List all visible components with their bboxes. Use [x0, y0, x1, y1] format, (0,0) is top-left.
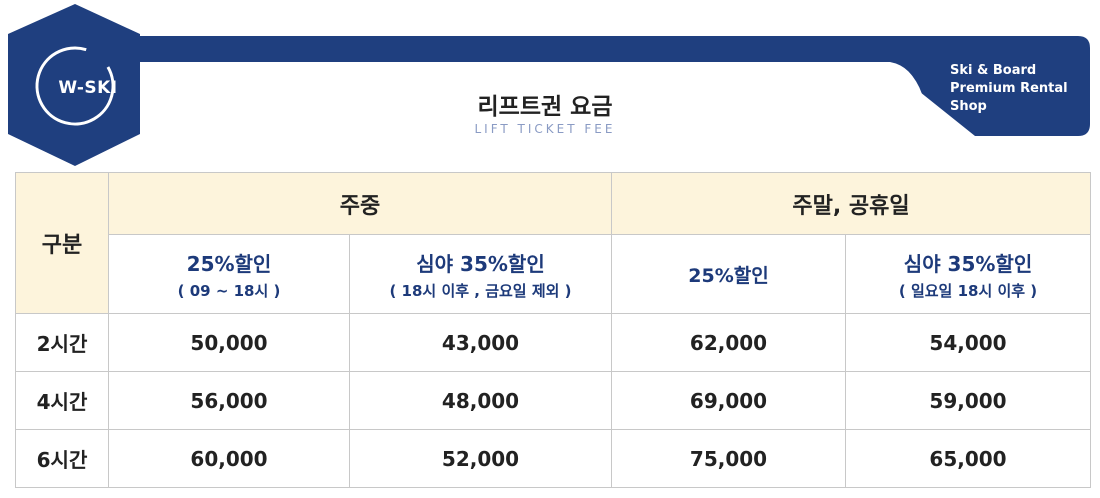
logo-ring [35, 46, 115, 126]
price-cell: 54,000 [845, 313, 1092, 372]
row-label: 6시간 [15, 429, 109, 488]
subheader-weekend-day: 25%할인 [611, 234, 847, 314]
subheader-note: ( 09 ~ 18시 ) [177, 281, 281, 300]
header-inner-panel [120, 62, 975, 137]
page-subtitle: LIFT TICKET FEE [474, 122, 616, 136]
subheader-main: 심야 35%할인 [903, 251, 1033, 276]
header-band-shape [100, 36, 1090, 136]
subheader-weekday-night: 심야 35%할인 ( 18시 이후 , 금요일 제외 ) [348, 234, 613, 314]
price-cell: 59,000 [845, 371, 1092, 430]
shop-tagline-line: Shop [950, 99, 987, 114]
price-cell: 69,000 [611, 371, 847, 430]
table-row: 6시간 60,000 52,000 75,000 65,000 [15, 429, 1092, 488]
shop-tagline: Ski & Board Premium Rental Shop [950, 62, 1085, 116]
price-cell: 50,000 [108, 313, 350, 372]
group-header-weekday: 주중 [107, 172, 613, 235]
price-cell: 60,000 [108, 429, 350, 488]
table-row: 4시간 56,000 48,000 69,000 59,000 [15, 371, 1092, 430]
logo-hexagon [8, 4, 140, 166]
table-row: 2시간 50,000 43,000 62,000 54,000 [15, 313, 1092, 372]
subheader-main: 심야 35%할인 [416, 251, 545, 276]
subheader-weekday-day: 25%할인 ( 09 ~ 18시 ) [108, 234, 350, 314]
price-cell: 56,000 [108, 371, 350, 430]
logo-text: W-SKI [58, 78, 118, 98]
header-banner [8, 4, 1090, 166]
subheader-weekend-night: 심야 35%할인 ( 일요일 18시 이후 ) [845, 234, 1092, 314]
price-cell: 62,000 [611, 313, 847, 372]
price-cell: 43,000 [348, 313, 613, 372]
group-header-weekend: 주말, 공휴일 [611, 172, 1092, 235]
subheader-note: ( 일요일 18시 이후 ) [898, 281, 1038, 300]
subheader-main: 25%할인 [688, 264, 769, 287]
shop-tagline-line: Premium Rental [950, 81, 1068, 96]
price-cell: 52,000 [348, 429, 613, 488]
price-cell: 75,000 [611, 429, 847, 488]
row-label: 4시간 [15, 371, 109, 430]
price-cell: 65,000 [845, 429, 1092, 488]
subheader-note: ( 18시 이후 , 금요일 제외 ) [389, 281, 572, 300]
subheader-main: 25%할인 [186, 251, 272, 276]
lift-ticket-fee-table: 구분 주중 주말, 공휴일 25%할인 ( 09 ~ 18시 ) 심야 35%할… [15, 172, 1092, 488]
page-title: 리프트권 요금 [477, 94, 613, 120]
price-cell: 48,000 [348, 371, 613, 430]
row-label: 2시간 [15, 313, 109, 372]
shop-tagline-line: Ski & Board [950, 63, 1037, 78]
category-header: 구분 [15, 172, 109, 314]
